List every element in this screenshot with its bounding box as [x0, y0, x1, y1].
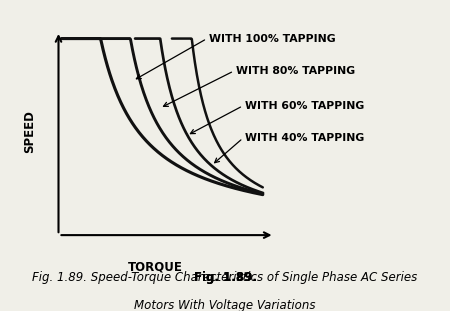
Text: WITH 40% TAPPING: WITH 40% TAPPING	[245, 133, 364, 143]
Text: SPEED: SPEED	[23, 110, 36, 153]
Text: Fig. 1.89.: Fig. 1.89.	[194, 271, 256, 284]
Text: WITH 60% TAPPING: WITH 60% TAPPING	[245, 101, 364, 111]
Text: Motors With Voltage Variations: Motors With Voltage Variations	[134, 299, 316, 311]
Text: Fig. 1.89. Speed-Torque Characteristics of Single Phase AC Series: Fig. 1.89. Speed-Torque Characteristics …	[32, 271, 418, 284]
Text: WITH 100% TAPPING: WITH 100% TAPPING	[209, 34, 336, 44]
Text: TORQUE: TORQUE	[128, 261, 183, 274]
Text: WITH 80% TAPPING: WITH 80% TAPPING	[236, 66, 356, 76]
Text: Fig. 1.89.: Fig. 1.89.	[194, 271, 256, 284]
